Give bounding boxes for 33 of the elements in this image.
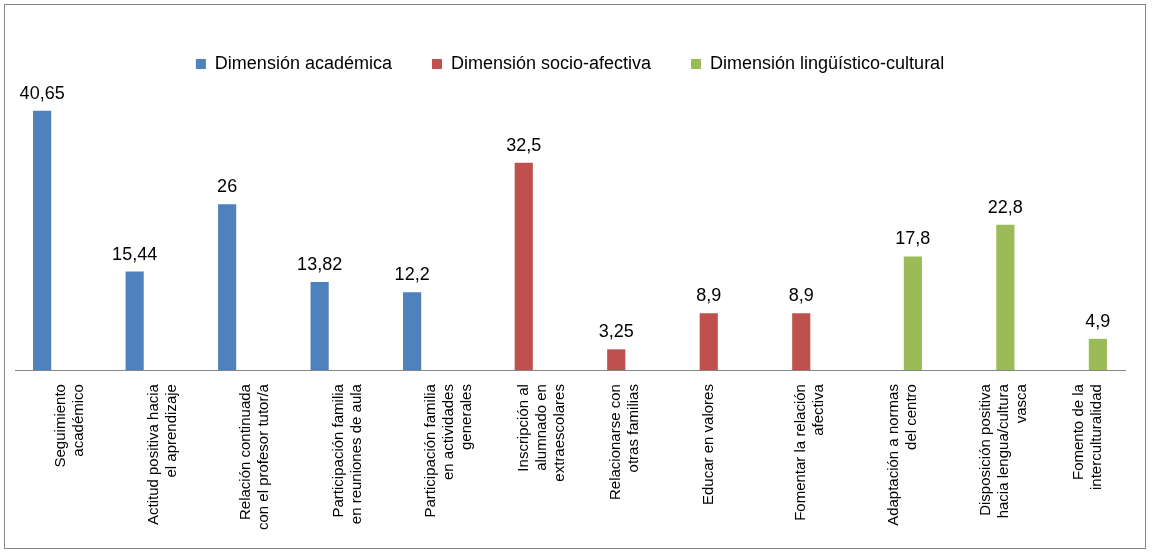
legend-label: Dimensión académica bbox=[214, 52, 393, 73]
bar bbox=[903, 256, 922, 371]
x-tick-label: Adaptación a normas del centro bbox=[883, 384, 919, 526]
data-label: 4,9 bbox=[1085, 310, 1111, 331]
data-label: 8,9 bbox=[788, 285, 814, 306]
data-label: 22,8 bbox=[987, 196, 1023, 217]
data-label: 12,2 bbox=[394, 264, 430, 285]
legend-label: Dimensión socio-afectiva bbox=[450, 52, 653, 73]
data-label: 32,5 bbox=[506, 134, 542, 155]
data-label: 26 bbox=[217, 176, 238, 197]
data-label: 8,9 bbox=[696, 285, 722, 306]
data-label: 13,82 bbox=[297, 253, 343, 274]
x-tick-label: Disposición positiva hacia lengua/cultura vasca bbox=[976, 383, 1030, 519]
bar bbox=[1088, 338, 1107, 371]
bar bbox=[699, 313, 718, 371]
legend-label: Dimensión lingüístico-cultural bbox=[710, 52, 945, 73]
bar bbox=[792, 313, 811, 371]
bar bbox=[607, 349, 626, 371]
bar bbox=[403, 292, 422, 371]
data-label: 3,25 bbox=[598, 321, 634, 342]
bar bbox=[125, 271, 144, 371]
bar bbox=[996, 224, 1015, 371]
x-tick-label: Participación familia en actividades generales bbox=[421, 383, 475, 518]
data-label: 40,65 bbox=[19, 82, 65, 103]
x-tick-label: Fomentar la relación afectiva bbox=[791, 383, 827, 521]
bar bbox=[218, 204, 237, 371]
data-label: 15,44 bbox=[112, 243, 158, 264]
x-tick-label: Educar en valores bbox=[698, 384, 716, 505]
data-label: 17,8 bbox=[895, 228, 931, 249]
bar bbox=[310, 281, 329, 371]
bar bbox=[33, 110, 52, 371]
bar bbox=[514, 162, 533, 371]
x-tick-label: Seguimiento académico bbox=[51, 384, 87, 468]
